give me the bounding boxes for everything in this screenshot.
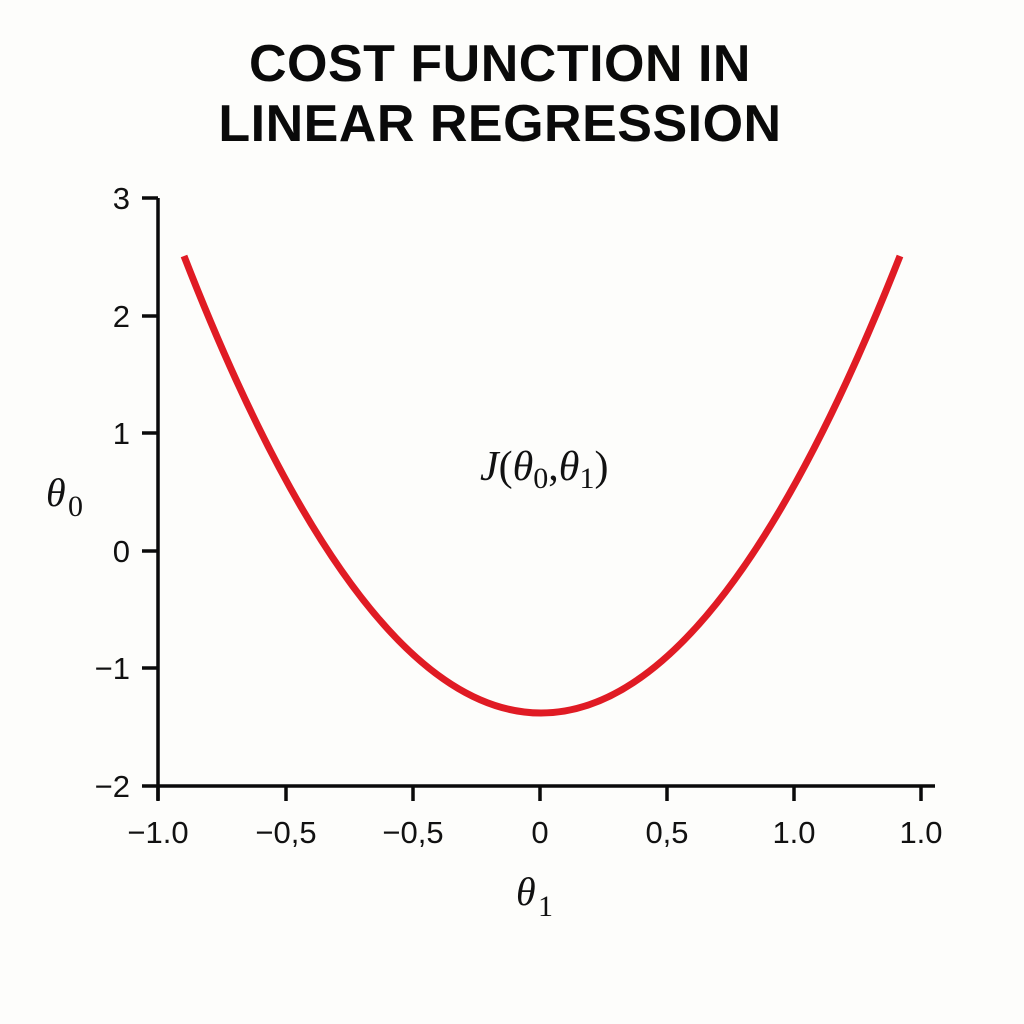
y-tick-label: 1 <box>113 416 130 451</box>
annotation-arg1-subscript: 0 <box>533 462 548 495</box>
annotation-close-paren: ) <box>594 444 608 490</box>
x-tick-labels: −1.0 −0,5 −0,5 0 0,5 1.0 1.0 <box>127 815 942 850</box>
x-tick-label: −0,5 <box>255 815 316 850</box>
chart-title: COST FUNCTION IN LINEAR REGRESSION <box>0 34 1000 154</box>
y-tick-label: −1 <box>95 651 130 686</box>
chart-title-line-2: LINEAR REGRESSION <box>218 95 782 153</box>
x-tick-label: 0 <box>531 815 548 850</box>
y-tick-label: 2 <box>113 299 130 334</box>
x-axis-label-subscript: 1 <box>538 890 553 923</box>
x-axis-label: θ 1 <box>516 869 553 923</box>
annotation-func: J <box>480 444 501 490</box>
annotation-text: J(θ0,θ1) <box>480 444 608 495</box>
y-tick-labels: 3 2 1 0 −1 −2 <box>95 181 130 804</box>
x-axis-label-symbol: θ <box>516 869 536 914</box>
chart-title-line-1: COST FUNCTION IN <box>249 35 751 93</box>
annotation-arg1: θ <box>513 444 534 490</box>
x-tick-label: −0,5 <box>382 815 443 850</box>
x-tick-label: 0,5 <box>645 815 688 850</box>
y-tick-label: 3 <box>113 181 130 216</box>
x-tick-label: 1.0 <box>772 815 815 850</box>
y-axis-label: θ 0 <box>46 470 83 523</box>
annotation-open-paren: ( <box>499 444 513 490</box>
y-axis-label-symbol: θ <box>46 470 66 515</box>
y-axis-ticks <box>142 196 158 670</box>
annotation-arg2: θ <box>559 444 580 490</box>
y-axis-label-subscript: 0 <box>68 490 83 523</box>
annotation-arg2-subscript: 1 <box>579 462 594 495</box>
cost-function-annotation: J(θ0,θ1) <box>480 444 608 495</box>
x-axis-ticks <box>156 786 923 801</box>
x-tick-label: −1.0 <box>127 815 188 850</box>
cost-function-curve <box>180 254 904 717</box>
x-tick-label: 1.0 <box>899 815 942 850</box>
y-tick-label: −2 <box>95 769 130 804</box>
y-tick-label: 0 <box>113 534 130 569</box>
annotation-comma: , <box>548 444 559 490</box>
